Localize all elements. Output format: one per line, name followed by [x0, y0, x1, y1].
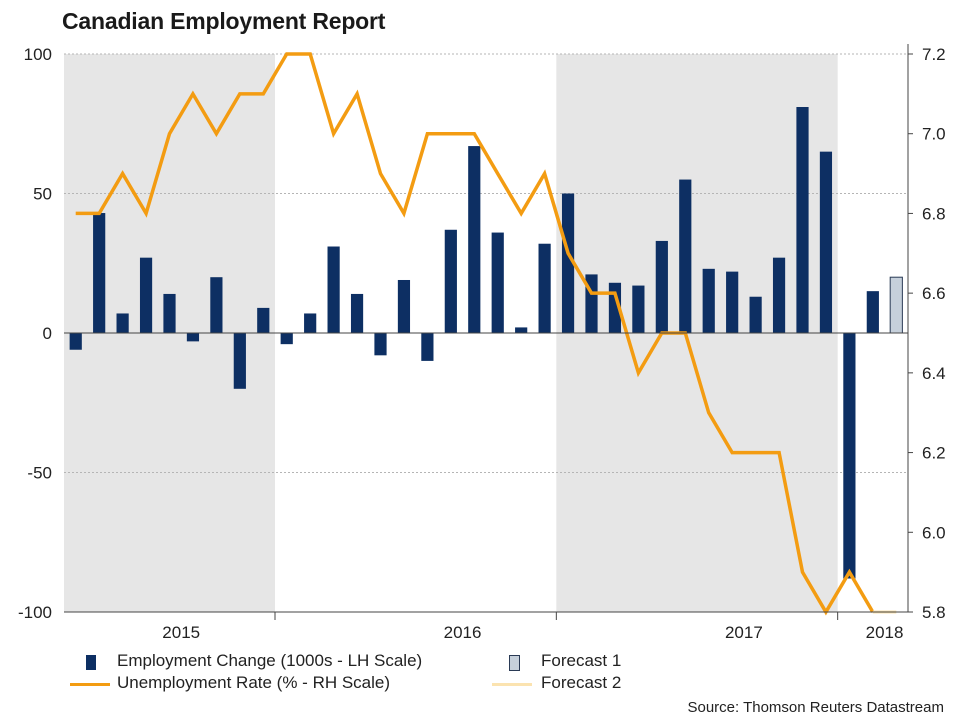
- year-label: 2015: [162, 623, 200, 642]
- employment-bar: [139, 257, 153, 333]
- employment-bar: [796, 107, 809, 333]
- legend-swatch-forecast2: [492, 683, 532, 686]
- axes: -100 -50 0 50 100 5.8 6.0 6.2 6.4 6.6 6.8 7.0 7.2 201…: [18, 44, 946, 642]
- employment-bar: [843, 333, 856, 579]
- employment-bar: [397, 279, 411, 333]
- employment-bar: [257, 307, 270, 333]
- employment-bar: [304, 313, 317, 333]
- employment-bar: [116, 313, 129, 333]
- employment-bar: [679, 179, 692, 333]
- legend-label-forecast2: Forecast 2: [541, 673, 622, 692]
- employment-bar: [468, 146, 481, 333]
- right-tick-label: 7.0: [922, 125, 946, 144]
- right-tick-label: 5.8: [922, 603, 946, 622]
- right-tick-label: 6.0: [922, 523, 946, 542]
- right-tick-label: 6.2: [922, 444, 946, 463]
- legend-label-unemployment: Unemployment Rate (% - RH Scale): [117, 673, 391, 692]
- employment-bar: [866, 291, 879, 333]
- employment-bar: [702, 268, 715, 333]
- employment-bar: [749, 296, 762, 333]
- right-tick-label: 7.2: [922, 45, 946, 64]
- chart-title: Canadian Employment Report: [62, 8, 386, 34]
- employment-bars: [69, 107, 903, 579]
- employment-bar: [69, 333, 82, 350]
- employment-bar: [538, 243, 551, 333]
- right-tick-label: 6.8: [922, 204, 946, 223]
- employment-bar: [491, 232, 504, 333]
- unemployment-line: [75, 52, 875, 616]
- employment-bar: [421, 333, 434, 361]
- legend-swatch-forecast1: [509, 655, 520, 671]
- employment-bar: [280, 333, 293, 345]
- left-tick-label: -50: [27, 464, 52, 483]
- legend-swatch-employment: [86, 655, 96, 670]
- source-note: Source: Thomson Reuters Datastream: [687, 699, 944, 716]
- year-label: 2017: [725, 623, 763, 642]
- right-tick-label: 6.4: [922, 364, 946, 383]
- legend-swatch-unemployment: [70, 683, 110, 686]
- employment-bar: [772, 257, 786, 333]
- employment-bar: [819, 151, 833, 333]
- employment-bar: [515, 327, 528, 333]
- legend-label-forecast1: Forecast 1: [541, 651, 622, 670]
- forecast1-bar: [889, 276, 903, 334]
- employment-bar: [608, 282, 622, 333]
- left-tick-label: 100: [24, 45, 52, 64]
- left-tick-label: -100: [18, 603, 52, 622]
- employment-bar: [327, 246, 340, 333]
- employment-bar: [444, 229, 457, 333]
- employment-bar: [374, 333, 387, 356]
- left-tick-label: 0: [43, 324, 52, 343]
- left-tick-label: 50: [33, 185, 52, 204]
- right-tick-label: 6.6: [922, 284, 946, 303]
- employment-bar: [350, 293, 364, 333]
- employment-bar: [655, 240, 668, 333]
- employment-bar: [726, 271, 739, 333]
- employment-bar: [233, 333, 246, 389]
- employment-bar: [210, 277, 223, 333]
- employment-bar: [163, 293, 176, 333]
- employment-bar: [632, 285, 645, 333]
- employment-bar: [186, 333, 200, 342]
- year-label: 2016: [444, 623, 482, 642]
- legend-label-employment: Employment Change (1000s - LH Scale): [117, 651, 423, 670]
- employment-bar: [93, 213, 106, 333]
- year-label: 2018: [866, 623, 904, 642]
- employment-bar: [561, 193, 575, 333]
